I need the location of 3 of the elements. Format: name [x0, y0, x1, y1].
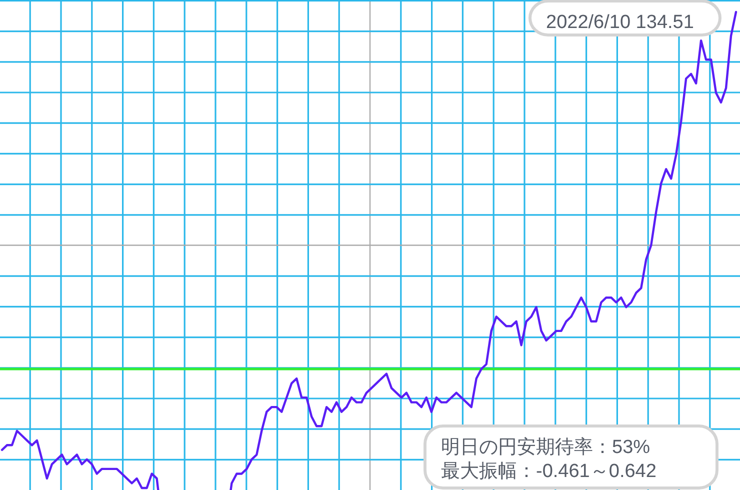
- annotation: 2022/6/10 134.51: [546, 12, 694, 33]
- annotation: 明日の円安期待率：53%: [441, 436, 650, 458]
- annotation: 最大振幅：-0.461～0.642: [441, 461, 656, 482]
